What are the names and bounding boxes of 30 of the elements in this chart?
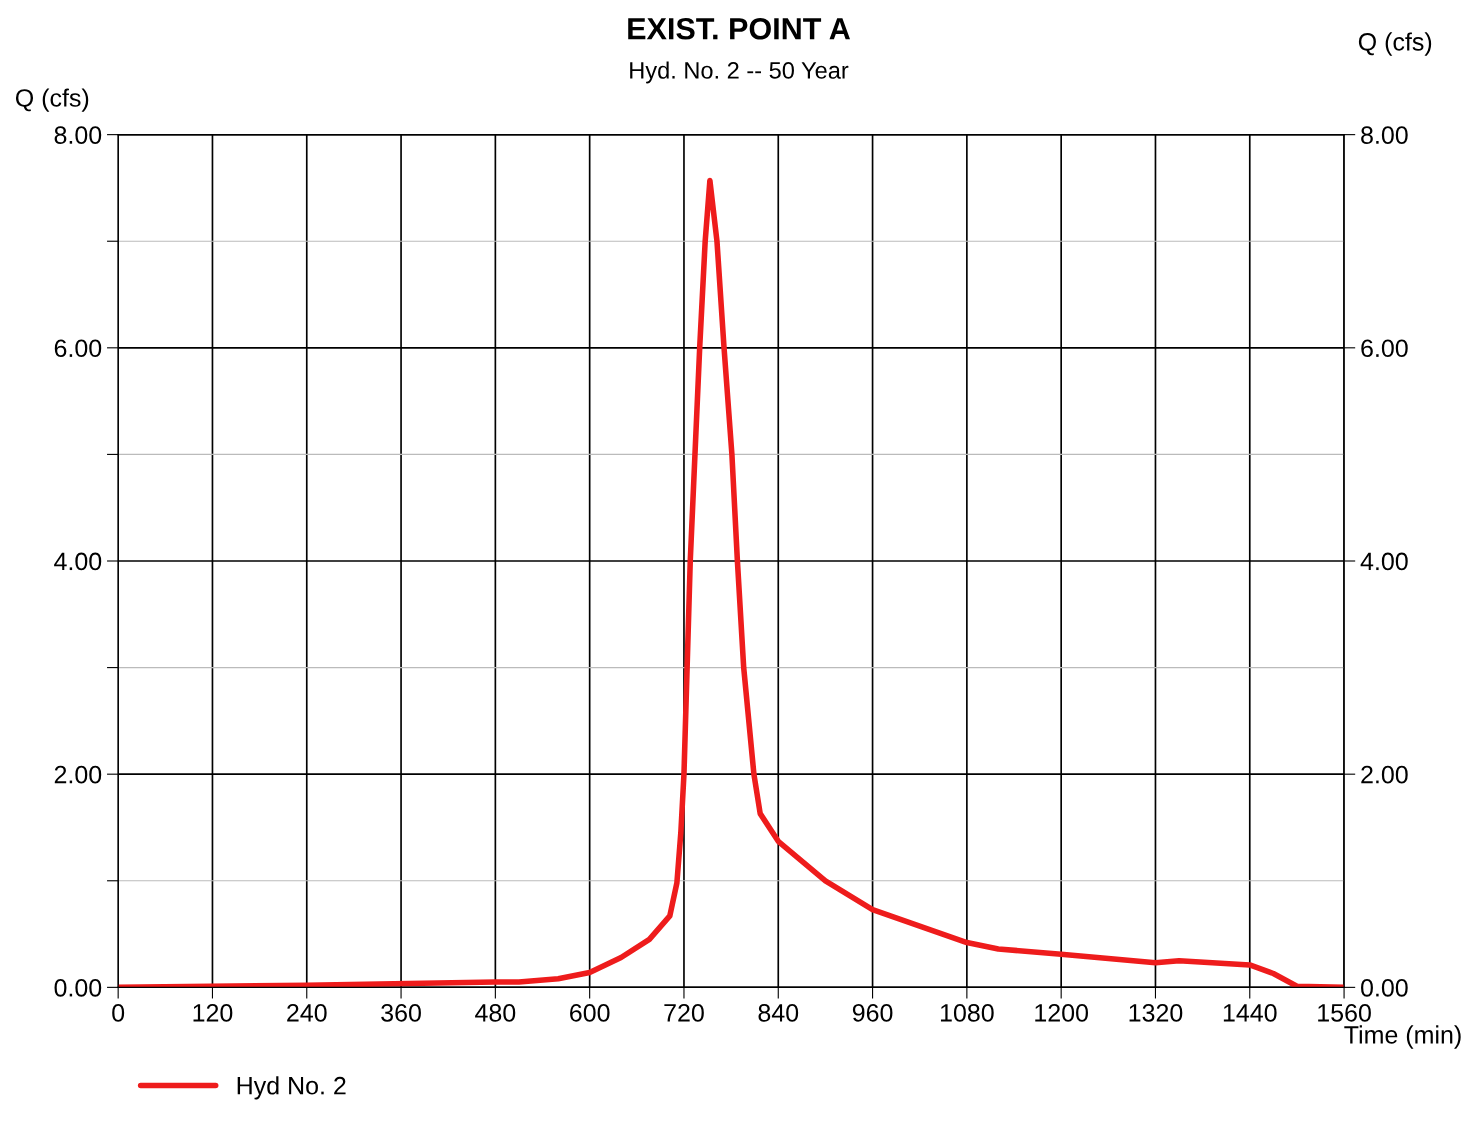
- y-axis-title: Q (cfs): [15, 88, 89, 112]
- y-tick-label: 8.00: [54, 126, 102, 144]
- x-tick-label: 720: [664, 1003, 704, 1022]
- y2-tick-label: 0.00: [1361, 978, 1408, 997]
- x-tick-label: 240: [287, 1003, 327, 1022]
- y2-tick-label: 4.00: [1360, 552, 1408, 571]
- y2-tick-label: 2.00: [1361, 765, 1408, 784]
- legend-label: Hyd No. 2: [237, 1076, 346, 1100]
- x-tick-label: 120: [193, 1003, 233, 1022]
- x-tick-label: 360: [381, 1003, 421, 1022]
- y-tick-label: 0.00: [54, 978, 102, 997]
- y2-tick-label: 6.00: [1361, 339, 1408, 358]
- x-tick-label: 1200: [1035, 1003, 1088, 1022]
- chart-title: EXIST. POINT A: [628, 17, 851, 40]
- chart-subtitle: Hyd. No. 2 -- 50 Year: [630, 61, 849, 84]
- y2-axis-title: Q (cfs): [1358, 32, 1432, 56]
- x-tick-label: 1320: [1129, 1003, 1183, 1022]
- x-tick-label: 1440: [1223, 1003, 1277, 1022]
- x-tick-label: 1080: [940, 1003, 994, 1022]
- x-tick-label: 840: [758, 1003, 799, 1022]
- x-tick-label: 600: [570, 1003, 610, 1022]
- y-tick-label: 4.00: [54, 552, 102, 571]
- x-tick-label: 960: [852, 1003, 893, 1022]
- x-tick-label: 480: [475, 1003, 516, 1022]
- y-tick-label: 6.00: [54, 339, 102, 358]
- y-tick-label: 2.00: [54, 765, 102, 784]
- x-axis-title: Time (min): [1344, 1025, 1461, 1049]
- y2-tick-label: 8.00: [1361, 126, 1408, 144]
- x-tick-label: 0: [112, 1003, 125, 1022]
- x-tick-label: 1560: [1318, 1003, 1371, 1022]
